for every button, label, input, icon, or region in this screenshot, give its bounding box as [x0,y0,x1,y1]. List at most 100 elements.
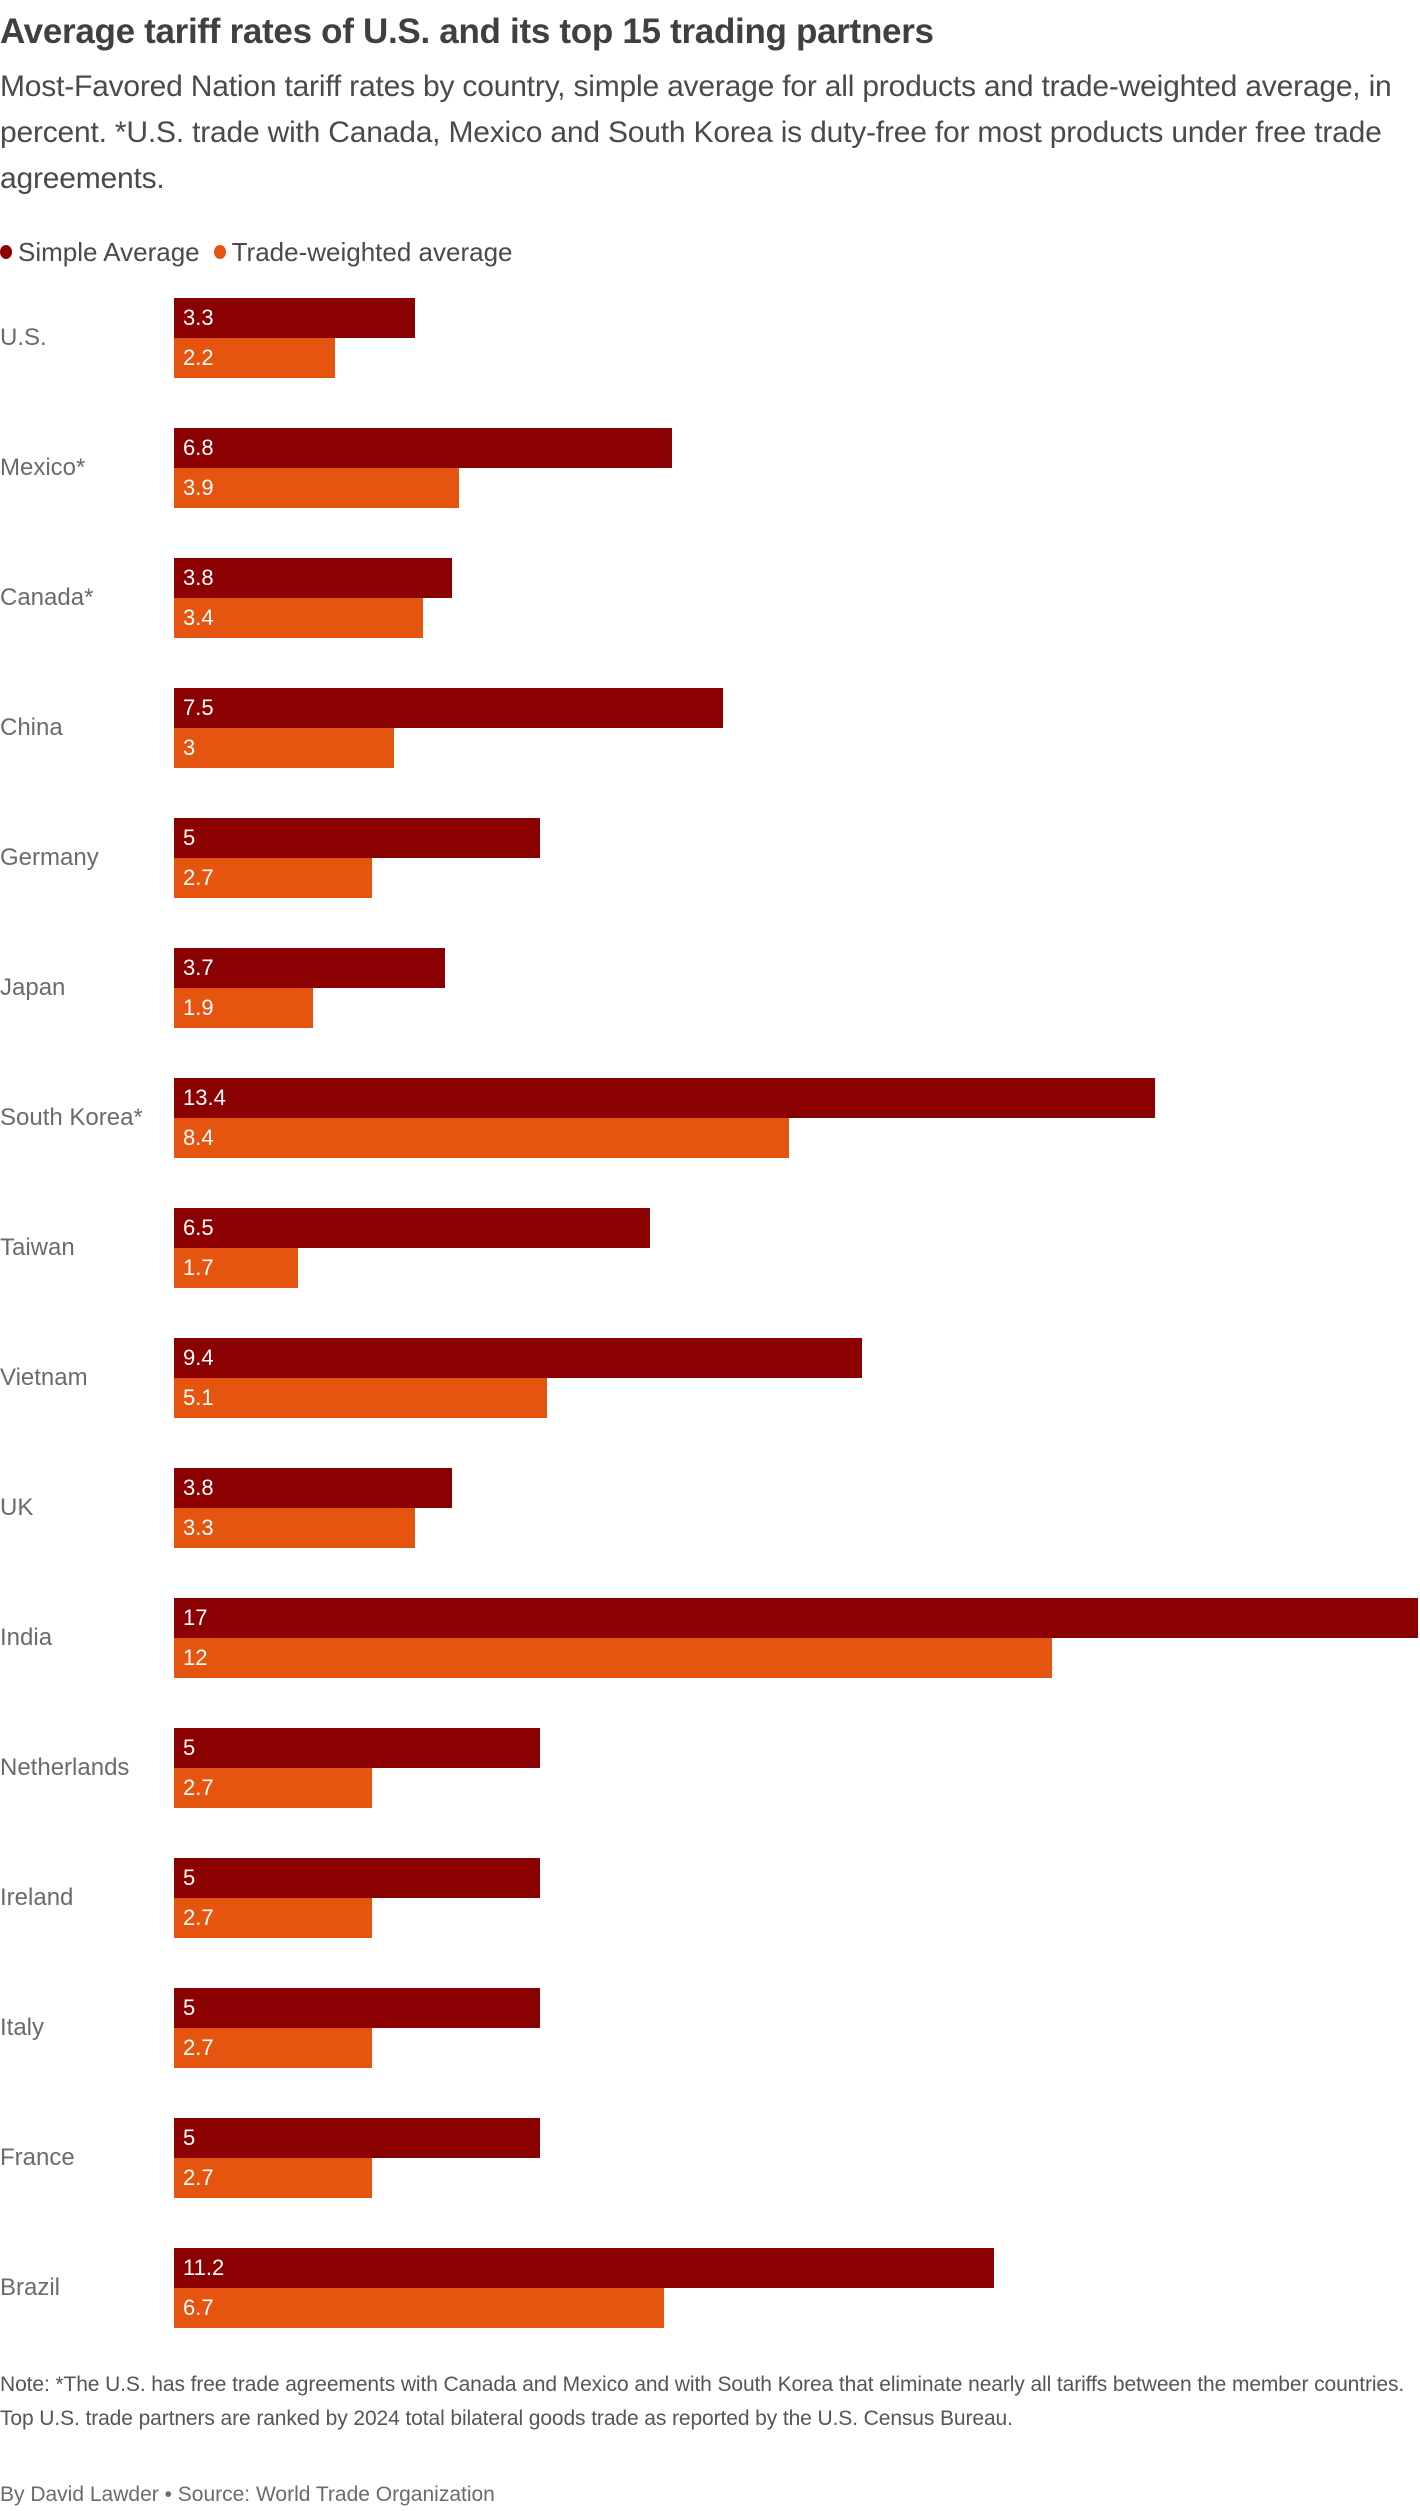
legend: Simple Average Trade-weighted average [0,234,527,270]
bar-value-label: 11.2 [183,2255,225,2280]
bar-value-label: 2.7 [183,1775,214,1800]
legend-item-simple-average: Simple Average [0,237,200,268]
category-label: Italy [0,2014,45,2041]
legend-label: Trade-weighted average [231,236,513,267]
bar-value-label: 3.3 [183,1515,214,1540]
bar-value-label: 5 [183,825,196,850]
bar-simple-average: 6.8 [174,428,672,468]
bar-group: Canada* 3.8 3.4 [0,558,1420,638]
category-label: Canada* [0,584,94,611]
bar-simple-average: 6.5 [174,1208,650,1248]
legend-label: Simple Average [18,236,200,267]
bar-trade-weighted: 6.7 [174,2288,664,2328]
bar-simple-average: 3.8 [174,1468,452,1508]
bar-simple-average: 3.8 [174,558,452,598]
bar-trade-weighted: 3.9 [174,468,459,508]
bar-group: Germany 5 2.7 [0,818,1420,898]
bar-value-label: 7.5 [183,695,214,720]
bar-group: France 5 2.7 [0,2118,1420,2198]
bar-value-label: 3.3 [183,305,214,330]
bar-group: U.S. 3.3 2.2 [0,298,1420,378]
chart-title: Average tariff rates of U.S. and its top… [0,12,934,51]
category-label: Brazil [0,2274,61,2301]
bar-value-label: 12 [183,1645,208,1670]
category-label: India [0,1624,53,1651]
bar-simple-average: 7.5 [174,688,723,728]
bar-group: India 17 12 [0,1598,1420,1678]
bar-value-label: 3 [183,735,196,760]
bar-value-label: 3.7 [183,955,214,980]
bar-value-label: 5 [183,1865,196,1890]
bar-trade-weighted: 2.7 [174,2158,372,2198]
bar-trade-weighted: 3.3 [174,1508,415,1548]
bar-trade-weighted: 1.7 [174,1248,298,1288]
legend-dot-icon [0,245,12,259]
bar-value-label: 2.7 [183,2035,214,2060]
bar-trade-weighted: 1.9 [174,988,313,1028]
bar-simple-average: 11.2 [174,2248,994,2288]
bar-value-label: 3.4 [183,605,214,630]
bar-value-label: 2.7 [183,865,214,890]
bar-trade-weighted: 8.4 [174,1118,789,1158]
bar-value-label: 6.7 [183,2295,214,2320]
bar-trade-weighted: 12 [174,1638,1052,1678]
category-label: UK [0,1494,34,1521]
category-label: Taiwan [0,1234,75,1261]
bar-value-label: 1.9 [183,995,214,1020]
category-label: Vietnam [0,1364,88,1391]
category-label: U.S. [0,324,47,351]
bar-group: UK 3.8 3.3 [0,1468,1420,1548]
bar-trade-weighted: 2.7 [174,2028,372,2068]
bar-simple-average: 5 [174,2118,540,2158]
bar-group: South Korea* 13.4 8.4 [0,1078,1420,1158]
bar-value-label: 6.5 [183,1215,214,1240]
bar-value-label: 5 [183,1995,196,2020]
bar-trade-weighted: 2.7 [174,858,372,898]
bar-value-label: 1.7 [183,1255,214,1280]
bar-value-label: 6.8 [183,435,214,460]
bar-simple-average: 5 [174,1858,540,1898]
chart-subtitle: Most-Favored Nation tariff rates by coun… [0,70,1392,195]
bar-simple-average: 5 [174,1988,540,2028]
bar-simple-average: 17 [174,1598,1418,1638]
bar-group: China 7.5 3 [0,688,1420,768]
bar-trade-weighted: 2.2 [174,338,335,378]
bar-value-label: 2.7 [183,1905,214,1930]
footnote: Note: *The U.S. has free trade agreement… [0,2373,1405,2430]
category-label: China [0,714,63,741]
bar-value-label: 2.2 [183,345,214,370]
bar-simple-average: 5 [174,818,540,858]
bar-group: Mexico* 6.8 3.9 [0,428,1420,508]
bar-value-label: 5 [183,2125,196,2150]
bar-value-label: 3.9 [183,475,214,500]
bar-group: Japan 3.7 1.9 [0,948,1420,1028]
bar-group: Vietnam 9.4 5.1 [0,1338,1420,1418]
bar-value-label: 5.1 [183,1385,214,1410]
bar-trade-weighted: 3.4 [174,598,423,638]
bar-value-label: 17 [183,1605,208,1630]
bar-value-label: 13.4 [183,1085,226,1110]
category-label: Japan [0,974,66,1001]
legend-dot-icon [213,245,226,259]
bar-trade-weighted: 2.7 [174,1898,372,1938]
bar-value-label: 5 [183,1735,196,1760]
bar-value-label: 9.4 [183,1345,214,1370]
bar-trade-weighted: 3 [174,728,394,768]
bar-value-label: 8.4 [183,1125,214,1150]
bar-value-label: 2.7 [183,2165,214,2190]
legend-item-trade-weighted: Trade-weighted average [213,236,513,268]
bar-simple-average: 3.7 [174,948,445,988]
bar-group: Netherlands 5 2.7 [0,1728,1420,1808]
bar-trade-weighted: 2.7 [174,1768,372,1808]
category-label: France [0,2144,75,2171]
category-label: Mexico* [0,454,86,481]
bar-simple-average: 9.4 [174,1338,862,1378]
bar-group: Taiwan 6.5 1.7 [0,1208,1420,1288]
bar-simple-average: 13.4 [174,1078,1155,1118]
category-label: Germany [0,844,99,871]
category-label: Netherlands [0,1754,130,1781]
bar-group: Ireland 5 2.7 [0,1858,1420,1938]
bar-trade-weighted: 5.1 [174,1378,547,1418]
byline-source: By David Lawder • Source: World Trade Or… [0,2483,495,2506]
bar-group: Brazil 11.2 6.7 [0,2248,1420,2328]
